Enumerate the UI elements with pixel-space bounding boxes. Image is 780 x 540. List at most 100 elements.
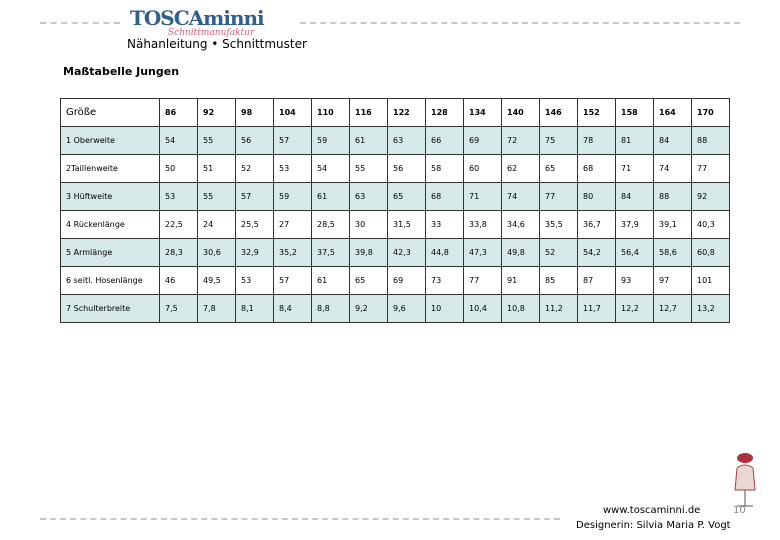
website: www.toscaminni.de bbox=[603, 505, 701, 516]
table-cell: 77 bbox=[463, 266, 502, 295]
table-cell: 87 bbox=[577, 266, 616, 295]
table-cell: 65 bbox=[539, 154, 578, 183]
table-cell: 56 bbox=[387, 154, 426, 183]
table-cell: 88 bbox=[691, 126, 730, 155]
designer: Designerin: Silvia Maria P. Vogt bbox=[576, 520, 731, 531]
table-cell: 56 bbox=[235, 126, 274, 155]
table-cell: 61 bbox=[311, 266, 350, 295]
table-cell: 8,1 bbox=[235, 294, 274, 323]
table-cell: 54 bbox=[159, 126, 198, 155]
table-cell: 7 Schulterbreite bbox=[60, 294, 160, 323]
table-cell: 34,6 bbox=[501, 210, 540, 239]
table-cell: 71 bbox=[463, 182, 502, 211]
table-cell: 72 bbox=[501, 126, 540, 155]
table-cell: 81 bbox=[615, 126, 654, 155]
table-cell: 10,8 bbox=[501, 294, 540, 323]
table-cell: 28,5 bbox=[311, 210, 350, 239]
table-cell: 36,7 bbox=[577, 210, 616, 239]
table-cell: 8,8 bbox=[311, 294, 350, 323]
table-cell: 31,5 bbox=[387, 210, 426, 239]
table-cell: 37,9 bbox=[615, 210, 654, 239]
table-cell: 51 bbox=[197, 154, 236, 183]
table-row: 1 Oberweite 54 55 56 57 59 61 63 66 69 72 75 78 81 84 8… bbox=[60, 126, 730, 155]
table-cell: 59 bbox=[311, 126, 350, 155]
table-cell: 35,5 bbox=[539, 210, 578, 239]
logo: TOSCAminni bbox=[130, 6, 265, 30]
table-cell: 11,2 bbox=[539, 294, 578, 323]
table-cell: 59 bbox=[273, 182, 312, 211]
table-cell: 63 bbox=[387, 126, 426, 155]
table-cell: 12,7 bbox=[653, 294, 692, 323]
page-number: 10 bbox=[733, 505, 746, 516]
header-cell: 116 bbox=[349, 98, 388, 127]
table-row: 7 Schulterbreite 7,5 7,8 8,1 8,4 8,8 9,2 9,6 10 1… bbox=[60, 294, 730, 323]
table-cell: 80 bbox=[577, 182, 616, 211]
header-cell: 140 bbox=[501, 98, 540, 127]
table-cell: 39,1 bbox=[653, 210, 692, 239]
table-cell: 84 bbox=[615, 182, 654, 211]
table-cell: 55 bbox=[197, 126, 236, 155]
table-cell: 53 bbox=[273, 154, 312, 183]
table-cell: 52 bbox=[235, 154, 274, 183]
header-cell: 104 bbox=[273, 98, 312, 127]
table-cell: 57 bbox=[273, 126, 312, 155]
title: Maßtabelle Jungen bbox=[63, 65, 180, 78]
table-row: 4 Rückenlänge 22,5 24 25,5 27 28,5 30 31,5 33 33,… bbox=[60, 210, 730, 239]
table-cell: 57 bbox=[273, 266, 312, 295]
table-cell: 9,2 bbox=[349, 294, 388, 323]
table-cell: 28,3 bbox=[159, 238, 198, 267]
table-cell: 62 bbox=[501, 154, 540, 183]
table-cell: 63 bbox=[349, 182, 388, 211]
table-cell: 39,8 bbox=[349, 238, 388, 267]
table-cell: 7,5 bbox=[159, 294, 198, 323]
header-row: Größe 86 92 98 104 110 116 122 128 134 140 146 152 15… bbox=[60, 98, 730, 127]
header-cell: 98 bbox=[235, 98, 274, 127]
table-cell: 61 bbox=[311, 182, 350, 211]
table-cell: 77 bbox=[539, 182, 578, 211]
header-cell: 158 bbox=[615, 98, 654, 127]
table-cell: 58 bbox=[425, 154, 464, 183]
table-cell: 22,5 bbox=[159, 210, 198, 239]
table-cell: 53 bbox=[159, 182, 198, 211]
table-cell: 65 bbox=[349, 266, 388, 295]
table-cell: 75 bbox=[539, 126, 578, 155]
table-cell: 93 bbox=[615, 266, 654, 295]
table-cell: 24 bbox=[197, 210, 236, 239]
table-cell: 54,2 bbox=[577, 238, 616, 267]
logo-sub: Schnittmanufaktur bbox=[168, 28, 255, 38]
table-cell: 91 bbox=[501, 266, 540, 295]
table-cell: 4 Rückenlänge bbox=[60, 210, 160, 239]
table-cell: 9,6 bbox=[387, 294, 426, 323]
table-cell: 13,2 bbox=[691, 294, 730, 323]
header-cell: 146 bbox=[539, 98, 578, 127]
table-cell: 92 bbox=[691, 182, 730, 211]
table-cell: 10 bbox=[425, 294, 464, 323]
header-cell: 110 bbox=[311, 98, 350, 127]
table-cell: 27 bbox=[273, 210, 312, 239]
table-cell: 8,4 bbox=[273, 294, 312, 323]
table-cell: 57 bbox=[235, 182, 274, 211]
table-cell: 71 bbox=[615, 154, 654, 183]
header-cell: 92 bbox=[197, 98, 236, 127]
table-cell: 50 bbox=[159, 154, 198, 183]
table-row: 2Taillenweite 50 51 52 53 54 55 56 58 60 62 65 68 71 7… bbox=[60, 154, 730, 183]
table-cell: 42,3 bbox=[387, 238, 426, 267]
table-cell: 69 bbox=[387, 266, 426, 295]
header-cell: 86 bbox=[159, 98, 198, 127]
table-cell: 68 bbox=[577, 154, 616, 183]
table-cell: 32,9 bbox=[235, 238, 274, 267]
table-cell: 60 bbox=[463, 154, 502, 183]
header-cell: 170 bbox=[691, 98, 730, 127]
table-cell: 85 bbox=[539, 266, 578, 295]
table-cell: 11,7 bbox=[577, 294, 616, 323]
table-cell: 12,2 bbox=[615, 294, 654, 323]
header-cell: Größe bbox=[60, 98, 160, 127]
table-cell: 54 bbox=[311, 154, 350, 183]
table-cell: 7,8 bbox=[197, 294, 236, 323]
table-cell: 60,8 bbox=[691, 238, 730, 267]
table-cell: 10,4 bbox=[463, 294, 502, 323]
table-cell: 77 bbox=[691, 154, 730, 183]
table-cell: 66 bbox=[425, 126, 464, 155]
table-cell: 5 Armlänge bbox=[60, 238, 160, 267]
table-cell: 65 bbox=[387, 182, 426, 211]
